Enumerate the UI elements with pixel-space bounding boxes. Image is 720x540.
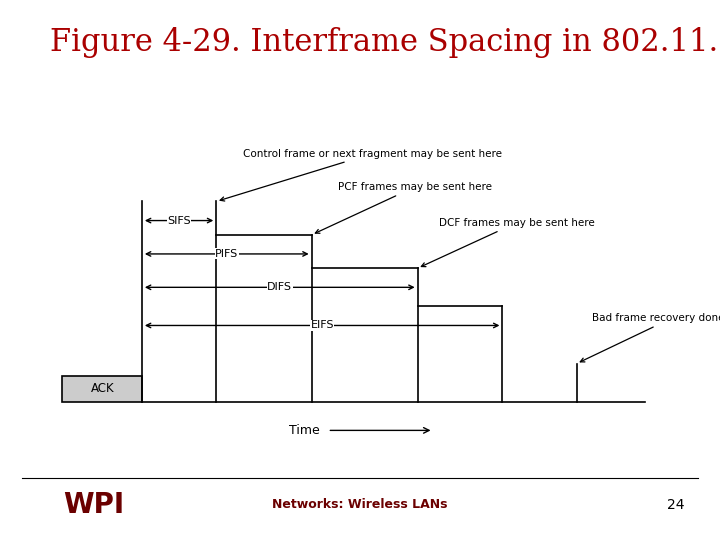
Text: Networks: Wireless LANs: Networks: Wireless LANs <box>272 498 448 511</box>
Text: DCF frames may be sent here: DCF frames may be sent here <box>421 218 595 267</box>
Text: DIFS: DIFS <box>267 282 292 292</box>
Text: EIFS: EIFS <box>310 320 334 330</box>
Text: ACK: ACK <box>91 382 114 395</box>
Text: PCF frames may be sent here: PCF frames may be sent here <box>315 182 492 233</box>
Text: Bad frame recovery done here: Bad frame recovery done here <box>580 313 720 362</box>
Text: Time: Time <box>289 424 320 437</box>
Text: Control frame or next fragment may be sent here: Control frame or next fragment may be se… <box>220 148 502 201</box>
Text: Figure 4-29. Interframe Spacing in 802.11.: Figure 4-29. Interframe Spacing in 802.1… <box>50 27 719 58</box>
Text: 24: 24 <box>667 498 684 512</box>
Text: PIFS: PIFS <box>215 249 238 259</box>
Bar <box>63 375 142 402</box>
Text: WPI: WPI <box>63 491 124 519</box>
Text: SIFS: SIFS <box>167 215 191 226</box>
